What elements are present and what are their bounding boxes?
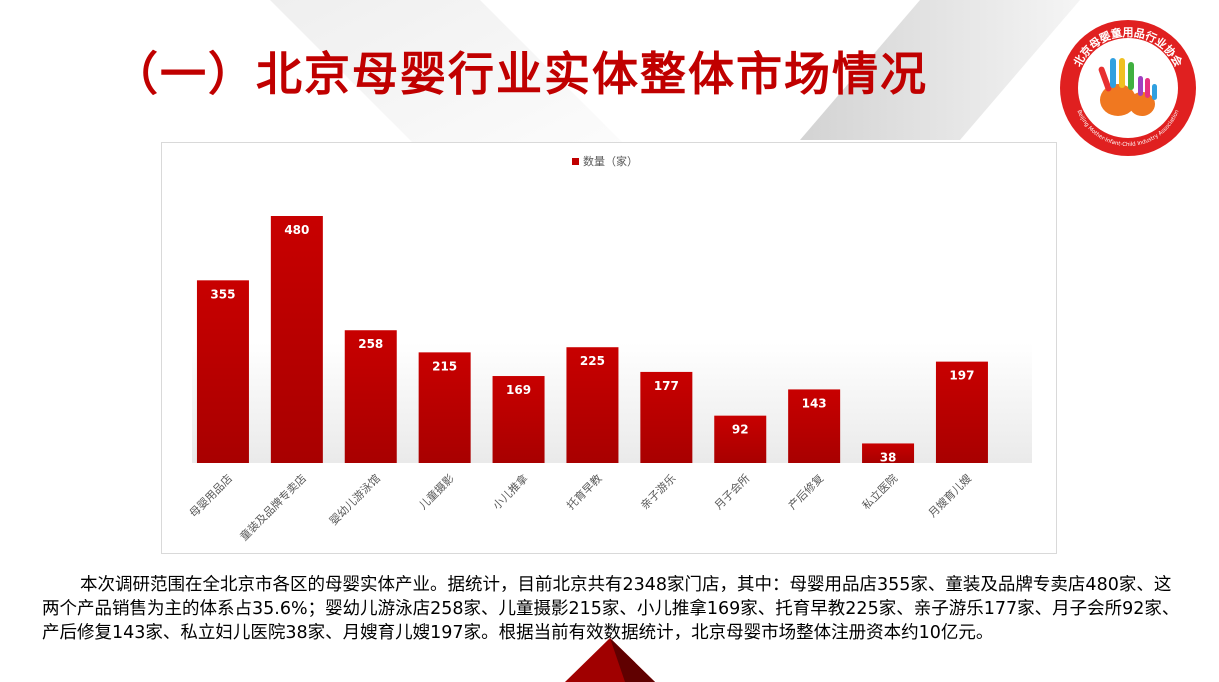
x-tick-label: 婴幼儿游泳馆	[326, 471, 383, 528]
bar-chart: 355 480 258 215 169 225 177 92 143 38 197 母婴用品店 童装及…	[186, 216, 1032, 543]
chart-frame: 数量（家） 355 480 258 215 169 225 177 92 143 38 197 母婴…	[161, 142, 1057, 554]
bar	[788, 389, 841, 463]
bar	[862, 443, 915, 463]
bar	[935, 361, 988, 463]
bar	[418, 352, 471, 463]
x-tick-label: 童装及品牌专卖店	[237, 471, 309, 543]
bar-value-label: 197	[949, 369, 974, 383]
description-paragraph: 本次调研范围在全北京市各区的母婴实体产业。据统计，目前北京共有2348家门店，其…	[42, 575, 1180, 643]
x-tick-label: 小儿推拿	[490, 471, 531, 512]
bar-value-label: 258	[358, 337, 383, 351]
x-tick-label: 托育早教	[564, 471, 605, 512]
bar-value-label: 92	[732, 423, 749, 437]
bar-value-label: 169	[506, 383, 531, 397]
page-title: （一）北京母婴行业实体整体市场情况	[112, 47, 928, 101]
bar-value-label: 143	[802, 396, 827, 410]
bar	[492, 376, 545, 463]
bar-value-label: 177	[654, 379, 679, 393]
x-tick-label: 儿童摄影	[416, 471, 457, 512]
bar-value-label: 215	[432, 359, 457, 373]
x-tick-label: 母婴用品店	[186, 471, 235, 520]
legend-swatch	[572, 157, 579, 165]
bar-value-label: 225	[580, 354, 605, 368]
bar	[566, 347, 619, 463]
bar-value-label: 355	[210, 287, 235, 301]
bar	[344, 330, 397, 463]
bar-value-label: 38	[880, 450, 897, 464]
association-logo: 北京母婴童用品行业协会 Beijing Mother-Infant-Child …	[1060, 20, 1196, 156]
x-tick-label: 月嫂育儿嫂	[925, 471, 974, 520]
chart-legend: 数量（家）	[572, 153, 638, 169]
bar	[640, 371, 693, 463]
x-tick-label: 月子会所	[712, 472, 752, 512]
bar-value-label: 480	[284, 223, 309, 237]
x-tick-label: 亲子游乐	[637, 471, 678, 512]
bar	[196, 280, 249, 463]
bar	[714, 415, 767, 463]
x-tick-label: 私立医院	[859, 471, 900, 512]
legend-label: 数量（家）	[583, 155, 638, 168]
x-tick-label: 产后修复	[785, 471, 826, 512]
bottom-decoration	[565, 638, 655, 682]
bar	[270, 216, 323, 463]
